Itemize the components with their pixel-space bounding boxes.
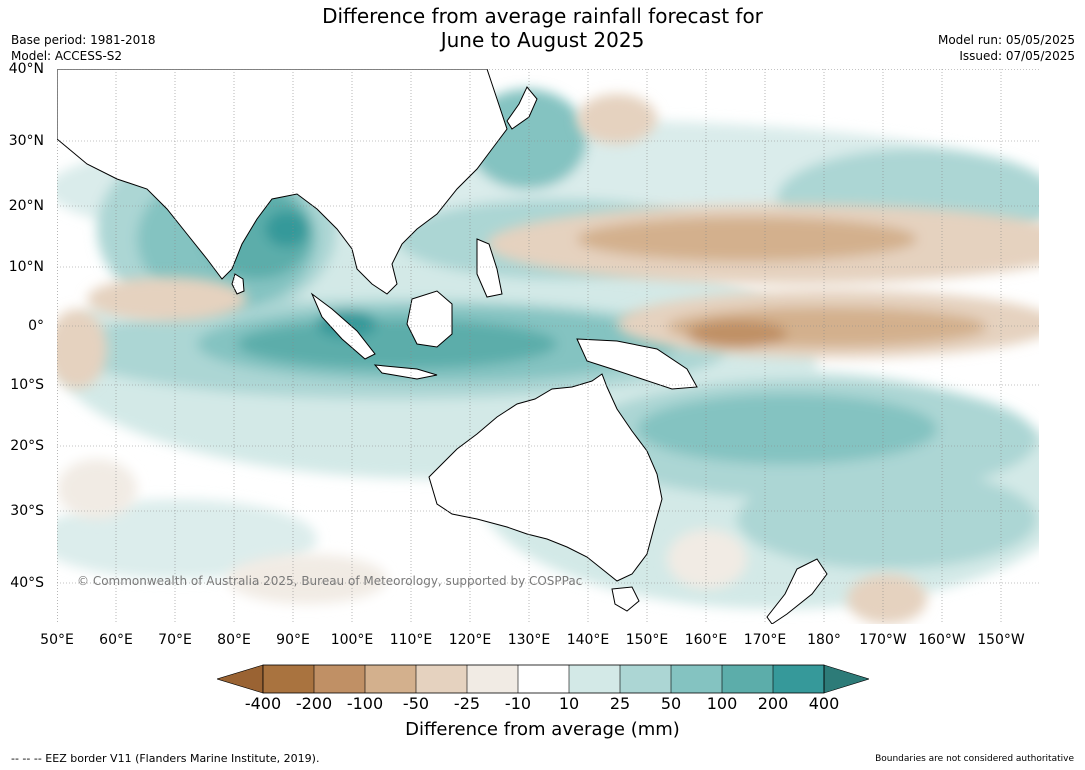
colorbar-frame bbox=[262, 664, 825, 694]
colorbar-bin-wet-100 bbox=[671, 665, 722, 693]
lon-label-160e: 160°E bbox=[684, 632, 728, 648]
boundaries-disclaimer: Boundaries are not considered authoritat… bbox=[875, 754, 1074, 764]
lon-label-150w: 150°W bbox=[977, 632, 1025, 648]
lon-label-70e: 70°E bbox=[158, 632, 192, 648]
colorbar-bin-wet-50 bbox=[620, 665, 671, 693]
lat-label-40s: 40°S bbox=[10, 575, 44, 591]
philippines-coast bbox=[476, 238, 503, 298]
colorbar-tick-50: 50 bbox=[660, 694, 682, 713]
title-line-1: Difference from average rainfall forecas… bbox=[322, 4, 763, 28]
lon-label-180: 180° bbox=[807, 632, 841, 648]
australia-coast bbox=[428, 373, 663, 582]
java-coast bbox=[373, 364, 438, 380]
colorbar bbox=[217, 664, 869, 694]
lat-label-40n: 40°N bbox=[8, 61, 44, 77]
sri-lanka-coast bbox=[231, 273, 245, 295]
lon-label-90e: 90°E bbox=[276, 632, 310, 648]
colorbar-tick-400: 400 bbox=[808, 694, 840, 713]
chart-title: Difference from average rainfall forecas… bbox=[0, 4, 1085, 52]
colorbar-dividers bbox=[313, 665, 774, 693]
lon-label-130e: 130°E bbox=[507, 632, 551, 648]
borneo-coast bbox=[406, 290, 453, 348]
colorbar-title: Difference from average (mm) bbox=[405, 719, 680, 740]
coastline-outlines bbox=[57, 69, 828, 624]
colorbar-tick-neg10: -10 bbox=[504, 694, 532, 713]
colorbar-bin-dry-100 bbox=[365, 665, 416, 693]
lon-label-140e: 140°E bbox=[566, 632, 610, 648]
lat-label-0: 0° bbox=[28, 318, 44, 334]
colorbar-tick-neg400: -400 bbox=[244, 694, 282, 713]
meta-left: Base period: 1981-2018 Model: ACCESS-S2 bbox=[11, 32, 156, 64]
rainfall-map bbox=[57, 69, 1039, 624]
lon-label-170e: 170°E bbox=[743, 632, 787, 648]
title-line-2: June to August 2025 bbox=[440, 28, 645, 52]
colorbar-bin-wet-25 bbox=[569, 665, 620, 693]
colorbar-tick-25: 25 bbox=[609, 694, 631, 713]
lat-label-30n: 30°N bbox=[8, 133, 44, 149]
colorbar-tick-200: 200 bbox=[757, 694, 789, 713]
colorbar-bin-dry-200 bbox=[314, 665, 365, 693]
lat-label-10n: 10°N bbox=[8, 259, 44, 275]
eez-border-note: -- -- -- EEZ border V11 (Flanders Marine… bbox=[11, 752, 320, 765]
colorbar-bin-dry-50 bbox=[416, 665, 467, 693]
meta-right: Model run: 05/05/2025 Issued: 07/05/2025 bbox=[938, 32, 1075, 64]
lon-label-80e: 80°E bbox=[217, 632, 251, 648]
colorbar-extend-wet bbox=[823, 664, 869, 694]
copyright-notice: © Commonwealth of Australia 2025, Bureau… bbox=[77, 574, 583, 588]
lon-label-120e: 120°E bbox=[448, 632, 492, 648]
colorbar-tick-neg25: -25 bbox=[453, 694, 481, 713]
model-name: Model: ACCESS-S2 bbox=[11, 49, 123, 63]
lat-label-30s: 30°S bbox=[10, 503, 44, 519]
model-run: Model run: 05/05/2025 bbox=[937, 33, 1075, 47]
colorbar-tick-100: 100 bbox=[706, 694, 738, 713]
colorbar-extend-dry bbox=[217, 664, 264, 694]
colorbar-tick-neg200: -200 bbox=[295, 694, 333, 713]
colorbar-bin-dry-25 bbox=[467, 665, 518, 693]
new-guinea-coast bbox=[576, 338, 698, 390]
colorbar-bin-wet-200 bbox=[722, 665, 773, 693]
colorbar-tick-neg50: -50 bbox=[402, 694, 430, 713]
issued-date: Issued: 07/05/2025 bbox=[959, 49, 1075, 63]
lon-label-50e: 50°E bbox=[40, 632, 74, 648]
lon-label-170w: 170°W bbox=[859, 632, 907, 648]
tasmania-coast bbox=[611, 586, 640, 612]
lon-label-160w: 160°W bbox=[918, 632, 966, 648]
colorbar-bin-neutral bbox=[518, 665, 569, 693]
colorbar-tick-neg100: -100 bbox=[346, 694, 384, 713]
lat-label-10s: 10°S bbox=[10, 377, 44, 393]
new-zealand-coast bbox=[766, 558, 828, 624]
dry-anomaly-layer bbox=[57, 69, 1039, 624]
lon-label-60e: 60°E bbox=[99, 632, 133, 648]
lat-label-20n: 20°N bbox=[8, 198, 44, 214]
lat-label-20s: 20°S bbox=[10, 438, 44, 454]
colorbar-bin-wet-400 bbox=[773, 665, 824, 693]
base-period: Base period: 1981-2018 bbox=[11, 33, 156, 47]
graticule bbox=[57, 69, 1039, 624]
asia-mainland-coast bbox=[57, 69, 508, 295]
lon-label-110e: 110°E bbox=[389, 632, 433, 648]
colorbar-tick-10: 10 bbox=[558, 694, 580, 713]
sumatra-coast bbox=[310, 292, 376, 360]
lon-label-150e: 150°E bbox=[625, 632, 669, 648]
lon-label-100e: 100°E bbox=[330, 632, 374, 648]
colorbar-bin-dry-400 bbox=[263, 665, 314, 693]
